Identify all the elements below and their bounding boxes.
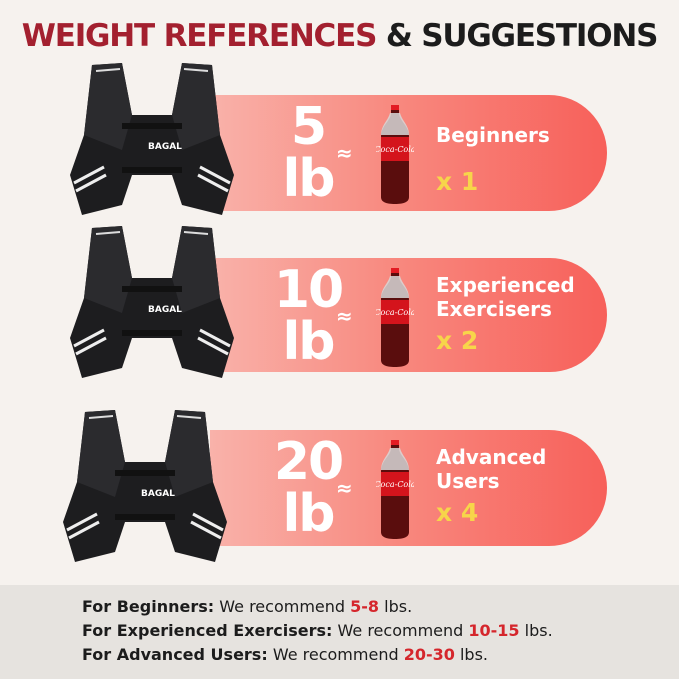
- weight-value: 10: [273, 260, 344, 320]
- weight-value: 20: [273, 432, 344, 492]
- user-level-label: Advanced Users: [436, 445, 547, 493]
- bottle-multiplier: x 2: [436, 326, 479, 355]
- recommendations-panel: For Beginners: We recommend 5-8 lbs. For…: [0, 585, 679, 679]
- weight-value: 5: [290, 97, 327, 157]
- svg-text:BAGAL: BAGAL: [141, 489, 175, 499]
- soda-bottle-icon: Coca-Cola: [376, 105, 414, 204]
- approx-symbol: ≈: [336, 476, 353, 500]
- weight-row-5lb: BAGAL 5 lb ≈ Coca-Cola Beginners x 1: [0, 63, 679, 215]
- recommendation-advanced: For Advanced Users: We recommend 20-30 l…: [82, 645, 488, 664]
- soda-bottle-icon: Coca-Cola: [376, 268, 414, 367]
- bottle-multiplier: x 4: [436, 498, 479, 527]
- recommendation-experienced: For Experienced Exercisers: We recommend…: [82, 621, 553, 640]
- approx-symbol: ≈: [336, 304, 353, 328]
- page-title: WEIGHT REFERENCES & SUGGESTIONS: [21, 18, 659, 54]
- soda-bottle-icon: Coca-Cola: [376, 440, 414, 539]
- weight-row-20lb: BAGAL 20 lb ≈ Coca-Cola Advanced Users x …: [0, 410, 679, 562]
- weight-unit: lb: [282, 312, 335, 372]
- recommendation-beginners: For Beginners: We recommend 5-8 lbs.: [82, 597, 413, 616]
- bottle-multiplier: x 1: [436, 167, 479, 196]
- user-level-label: Experienced Exercisers: [436, 273, 575, 321]
- svg-text:BAGAL: BAGAL: [148, 142, 182, 152]
- approx-symbol: ≈: [336, 141, 353, 165]
- weight-unit: lb: [282, 484, 335, 544]
- svg-text:Coca-Cola: Coca-Cola: [376, 145, 414, 154]
- svg-text:BAGAL: BAGAL: [148, 305, 182, 315]
- weighted-vest-image: BAGAL: [63, 410, 227, 562]
- svg-text:Coca-Cola: Coca-Cola: [376, 308, 414, 317]
- weighted-vest-image: BAGAL: [70, 63, 234, 215]
- svg-text:Coca-Cola: Coca-Cola: [376, 480, 414, 489]
- user-level-label: Beginners: [436, 123, 550, 147]
- weighted-vest-image: BAGAL: [70, 226, 234, 378]
- weight-row-10lb: BAGAL 10 lb ≈ Coca-Cola Experienced Exerc…: [0, 226, 679, 378]
- weight-unit: lb: [282, 149, 335, 209]
